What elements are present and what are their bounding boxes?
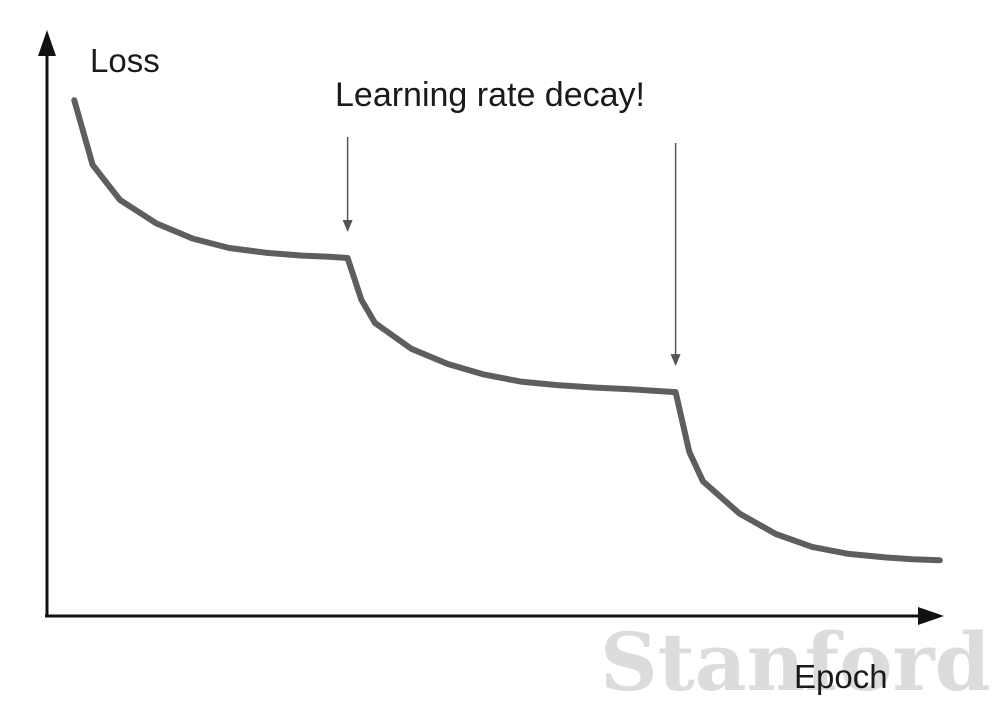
learning-rate-decay-annotation: Learning rate decay! — [335, 76, 645, 114]
decay-arrow-head — [670, 354, 681, 367]
loss-series-line — [71, 97, 943, 564]
decay-arrow-head — [342, 219, 353, 232]
x-axis-arrowhead — [918, 607, 944, 625]
y-axis-arrowhead — [38, 30, 56, 56]
x-axis-label: Epoch — [794, 658, 888, 695]
axes — [38, 30, 944, 625]
decay-arrows — [342, 137, 681, 367]
y-axis-label: Loss — [90, 42, 160, 79]
watermark-text: Stanford — [600, 615, 991, 708]
